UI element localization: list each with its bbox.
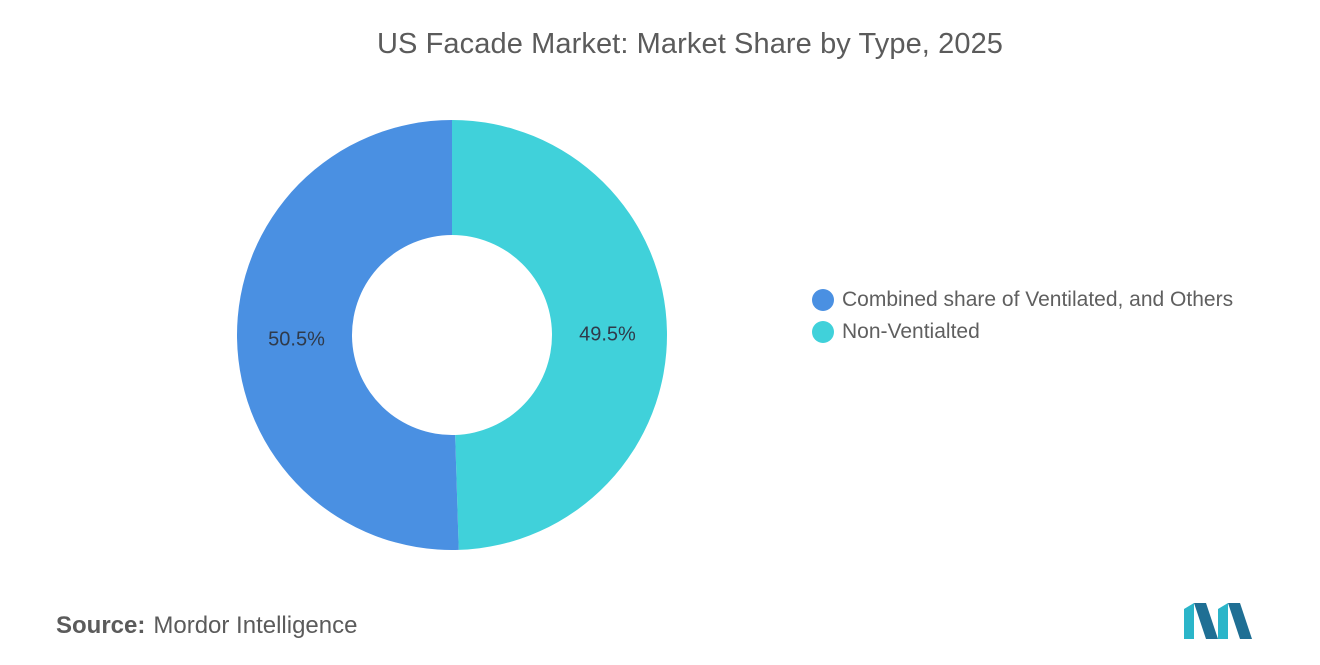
slice-ventilated-others — [236, 120, 459, 550]
slice-label-ventilated-others: 50.5% — [268, 328, 325, 350]
legend-label-ventilated: Combined share of Ventilated, and Others — [842, 288, 1234, 311]
legend-label-non-ventilated: Non-Ventialted — [842, 320, 980, 343]
chart-legend: Combined share of Ventilated, and Others… — [812, 284, 1233, 348]
legend-item-non-ventilated: Non-Ventialted — [812, 316, 1233, 348]
mordor-intelligence-logo — [1184, 603, 1252, 639]
legend-swatch-ventilated — [812, 289, 834, 311]
slice-label-non-ventilated: 49.5% — [579, 324, 636, 346]
source-line: Source: Mordor Intelligence — [56, 612, 357, 640]
legend-item-ventilated: Combined share of Ventilated, and Others — [812, 284, 1233, 316]
source-value: Mordor Intelligence — [153, 612, 358, 639]
chart-title: US Facade Market: Market Share by Type, … — [376, 28, 1004, 60]
legend-swatch-non-ventilated — [812, 321, 834, 343]
source-label: Source: — [56, 612, 146, 639]
slice-non-ventilated — [452, 120, 667, 550]
